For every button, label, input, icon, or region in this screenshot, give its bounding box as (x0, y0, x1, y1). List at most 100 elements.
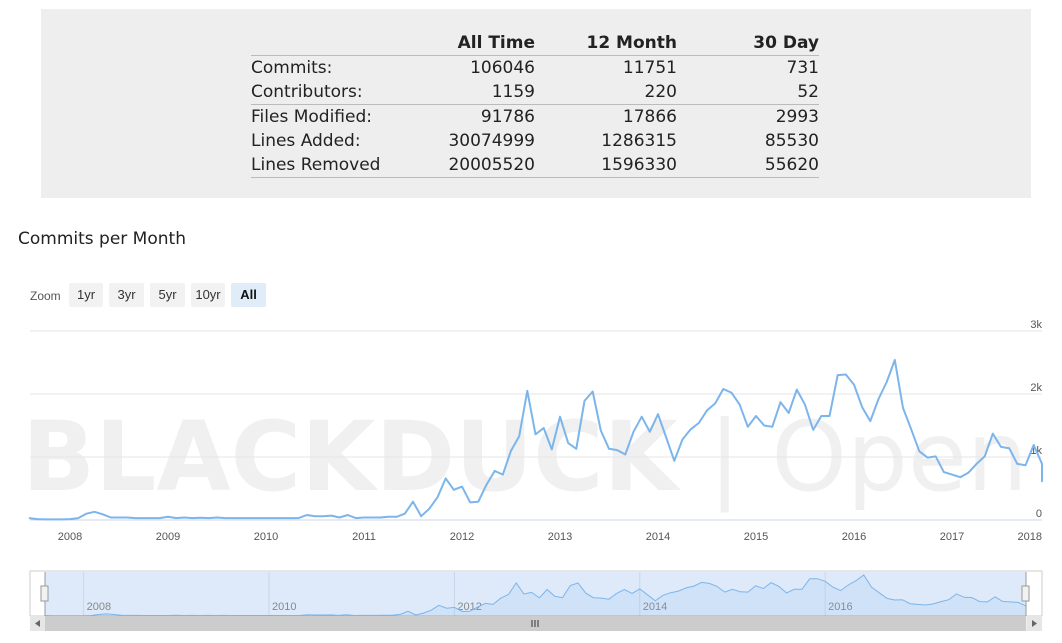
commits-point (959, 476, 961, 478)
commits-point (1024, 464, 1027, 466)
stats-row-lines-removed: Lines Removed 20005520 1596330 55620 (251, 153, 819, 178)
commits-point (502, 474, 504, 476)
commits-point (918, 450, 920, 452)
commits-point (289, 517, 292, 519)
commits-point (306, 514, 308, 516)
commits-point (298, 517, 300, 519)
commits-point (641, 416, 643, 418)
commits-point (788, 412, 790, 414)
commits-point (755, 415, 757, 417)
commits-point (820, 415, 822, 417)
commits-point (142, 517, 145, 519)
commits-point (845, 373, 847, 376)
stats-row-label: Files Modified: (251, 107, 372, 127)
commits-point (257, 517, 259, 519)
x-tick-label: 2017 (940, 531, 964, 543)
x-tick-label: 2012 (450, 531, 474, 543)
stats-cell-30-day: 85530 (764, 131, 819, 151)
scrollbar-grip-icon (531, 620, 539, 627)
commits-point (494, 470, 496, 472)
stats-row-label: Contributors: (251, 80, 401, 105)
zoom-3yr-button[interactable]: 3yr (109, 283, 144, 307)
zoom-1yr-button[interactable]: 1yr (69, 283, 103, 307)
stats-header-all-time: All Time (401, 31, 535, 56)
commits-point (714, 402, 716, 404)
commits-point (518, 435, 520, 437)
commits-point (567, 442, 569, 444)
navigator-selection[interactable] (45, 572, 1026, 616)
commits-point (232, 517, 234, 519)
commits-point (208, 517, 210, 519)
commits-point (265, 517, 267, 519)
commits-point (249, 517, 251, 519)
zoom-all-button[interactable]: All (231, 283, 266, 307)
stats-row-contributors: Contributors: 1159 220 52 (251, 80, 819, 105)
commits-point (134, 517, 136, 519)
y-tick-label: 2k (1030, 382, 1042, 394)
stats-cell-12-month: 220 (535, 80, 677, 105)
commits-point (592, 390, 594, 393)
commits-point (436, 496, 439, 498)
zoom-5yr-button[interactable]: 5yr (150, 283, 185, 307)
commits-point (224, 517, 226, 519)
commits-point (649, 431, 651, 433)
commits-point (583, 400, 586, 402)
commits-point (428, 508, 430, 510)
commits-point (975, 463, 978, 465)
x-tick-label: 2018 (1018, 531, 1042, 543)
commits-point (61, 518, 63, 520)
commits-point (200, 517, 202, 519)
commits-point (984, 455, 986, 457)
commits-point (167, 516, 169, 518)
x-tick-label: 2010 (254, 531, 278, 543)
stats-cell-all-time: 30074999 (448, 131, 535, 151)
stats-row-label: Lines Added: (251, 131, 361, 151)
commits-point (151, 517, 153, 519)
x-tick-label: 2009 (156, 531, 180, 543)
zoom-10yr-button[interactable]: 10yr (191, 283, 225, 307)
commits-point (102, 513, 104, 515)
commits-point (1041, 464, 1043, 466)
commits-point (445, 477, 447, 479)
commits-point (36, 518, 38, 520)
navigator[interactable]: 2008 2010 2012 2014 2016 (29, 570, 1043, 617)
chevron-right-icon (1032, 620, 1037, 627)
navigator-right-handle[interactable] (1021, 585, 1030, 602)
commits-point (412, 501, 414, 503)
commits-point (673, 460, 675, 462)
commits-point (861, 406, 863, 408)
commits-point (575, 448, 577, 450)
stats-cell-30-day: 2993 (775, 107, 819, 127)
commits-point (796, 389, 798, 391)
navigator-left-handle[interactable] (40, 585, 49, 602)
stats-header-12-month: 12 Month (535, 31, 677, 56)
navigator-series (44, 574, 1027, 617)
commits-point (967, 472, 969, 474)
commits-point (681, 438, 684, 440)
commits-point (526, 390, 528, 392)
commits-point (853, 384, 855, 386)
commits-point (330, 515, 332, 517)
commits-point (894, 359, 896, 361)
commits-point (551, 448, 553, 450)
commits-point (273, 517, 275, 519)
stats-row-label: Lines Removed (251, 153, 401, 178)
commits-point (85, 513, 87, 515)
stats-header-row: All Time 12 Month 30 Day (251, 31, 819, 56)
commits-point (371, 516, 373, 519)
y-tick-label: 0 (1036, 508, 1042, 520)
stats-cell-12-month: 17866 (622, 107, 677, 127)
commits-point (93, 511, 96, 513)
commits-point (706, 409, 708, 411)
commits-point (828, 415, 831, 417)
scrollbar[interactable] (30, 616, 1042, 631)
commits-point (69, 518, 71, 520)
commits-point (804, 404, 806, 406)
chart-title: Commits per Month (18, 229, 186, 249)
navigator-area (44, 574, 1027, 617)
stats-row-lines-added: Lines Added: 30074999 1286315 85530 (251, 129, 819, 153)
navigator-year-label: 2010 (272, 601, 296, 613)
navigator-year-label: 2016 (828, 601, 852, 613)
commits-point (355, 517, 357, 519)
commits-point (877, 398, 880, 400)
